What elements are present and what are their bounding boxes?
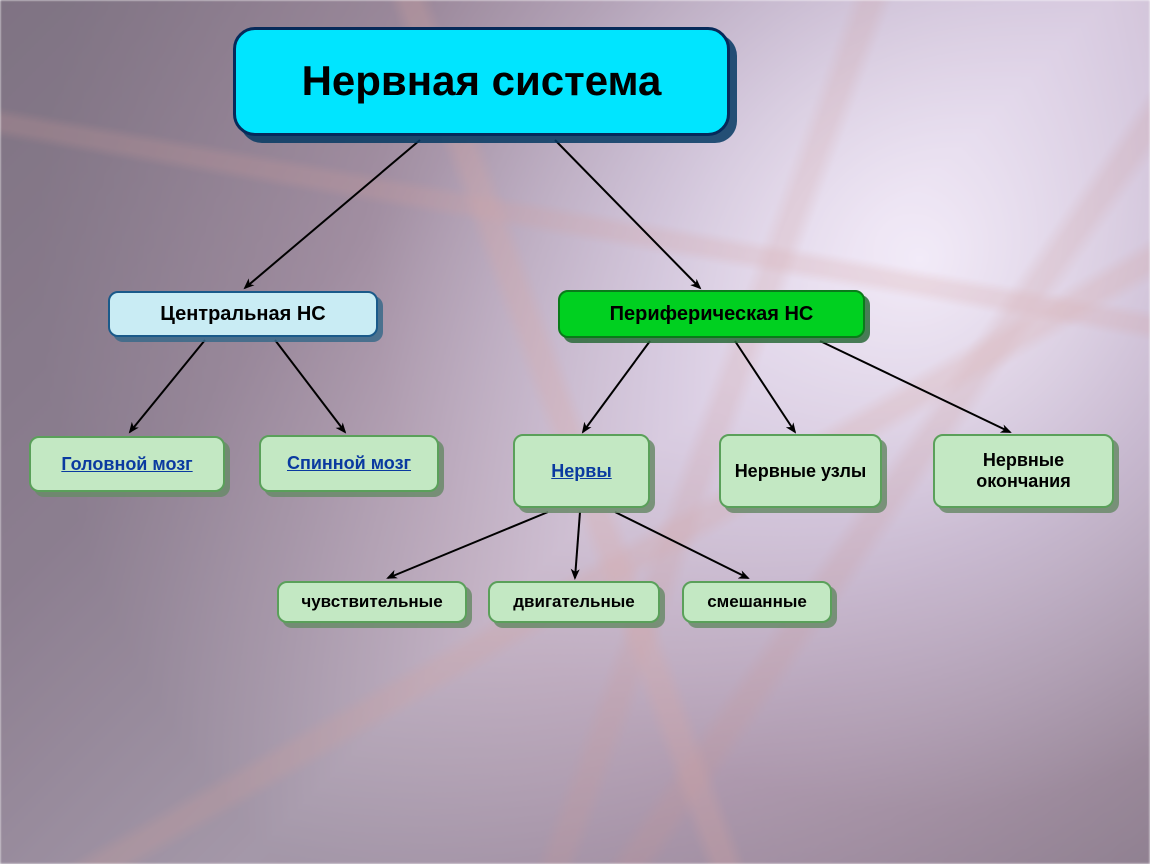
- node-mixed: смешанные: [682, 581, 832, 623]
- node-label-sensory: чувствительные: [301, 592, 442, 612]
- node-cns: Центральная НС: [108, 291, 378, 337]
- diagram-stage: Нервная система Центральная НС Периферичес…: [0, 0, 1150, 864]
- node-spinal[interactable]: Спинной мозг: [259, 435, 439, 492]
- node-brain[interactable]: Головной мозг: [29, 436, 225, 492]
- node-endings: Нервные окончания: [933, 434, 1114, 508]
- node-sensory: чувствительные: [277, 581, 467, 623]
- node-label-ganglia: Нервные узлы: [735, 461, 867, 482]
- node-ganglia: Нервные узлы: [719, 434, 882, 508]
- node-label-brain: Головной мозг: [61, 454, 192, 475]
- node-root: Нервная система: [233, 27, 730, 136]
- node-label-mixed: смешанные: [707, 592, 807, 612]
- node-label-motor: двигательные: [513, 592, 635, 612]
- node-label-root: Нервная система: [302, 57, 662, 105]
- node-nerves[interactable]: Нервы: [513, 434, 650, 508]
- node-motor: двигательные: [488, 581, 660, 623]
- node-label-endings: Нервные окончания: [943, 450, 1104, 491]
- node-label-cns: Центральная НС: [160, 303, 326, 326]
- node-label-nerves: Нервы: [551, 461, 611, 482]
- node-pns: Периферическая НС: [558, 290, 865, 338]
- node-label-spinal: Спинной мозг: [287, 453, 411, 474]
- node-label-pns: Периферическая НС: [610, 303, 814, 326]
